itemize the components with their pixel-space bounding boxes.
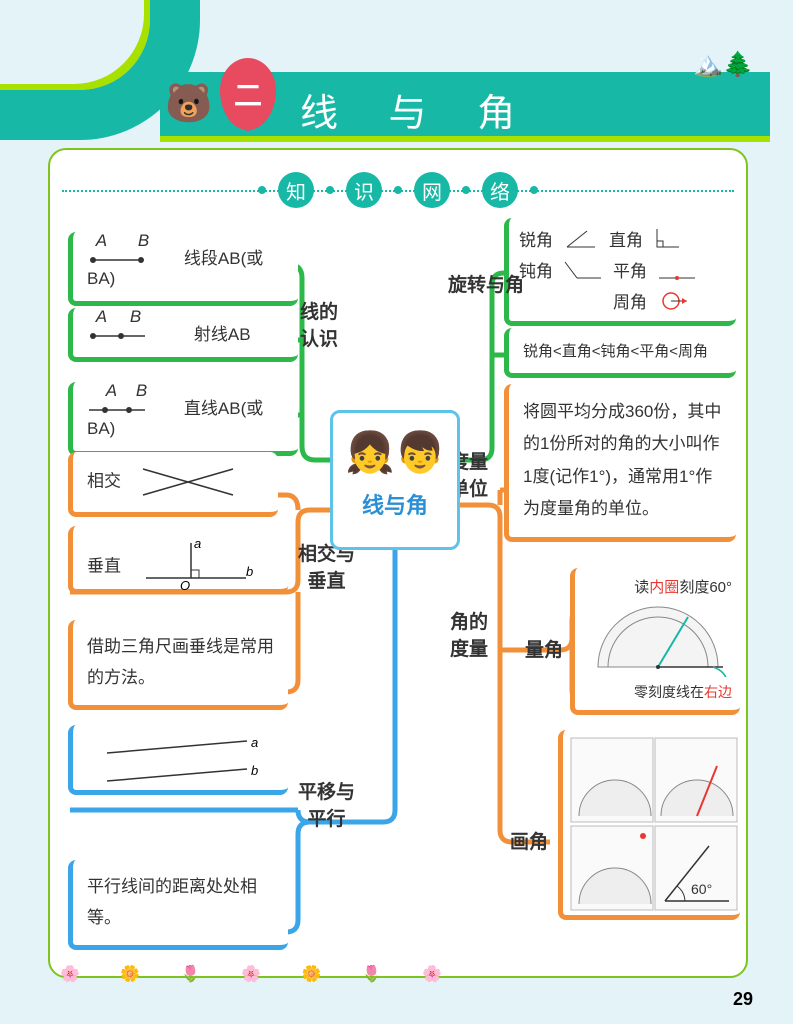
box-ray: A B 射线AB <box>68 308 298 362</box>
svg-text:a: a <box>251 737 258 750</box>
branch-draw: 画角 <box>510 830 548 857</box>
box-parallel-diagram: a b <box>68 725 288 795</box>
box-angle-types: 锐角 直角 钝角 平角 钝角 周角 <box>504 218 736 326</box>
main-content-frame: 知 识 网 络 👧👦 线与角 线的 认 <box>48 148 748 978</box>
bear-mascot: 🐻 <box>165 82 212 126</box>
ray-label: 射线AB <box>194 325 251 344</box>
box-intersect: 相交 <box>68 452 278 517</box>
center-label: 线与角 <box>333 488 457 520</box>
perp-label: 垂直 <box>87 557 121 576</box>
subtitle-char: 络 <box>482 172 518 208</box>
protractor-icon <box>583 597 733 677</box>
obtuse-label: 钝角 <box>519 257 553 282</box>
box-perp-note: 借助三角尺画垂线是常用的方法。 <box>68 620 288 710</box>
chapter-title: 线 与 角 <box>300 82 535 137</box>
box-parallel-note: 平行线间的距离处处相等。 <box>68 860 288 950</box>
svg-text:O: O <box>180 578 190 590</box>
straight-label: 平角 <box>613 257 647 282</box>
box-segment: A B 线段AB(或BA) <box>68 232 298 306</box>
svg-text:60°: 60° <box>691 881 712 897</box>
box-degree-unit: 将圆平均分成360份，其中的1份所对的角的大小叫作1度(记作1°)，通常用1°作… <box>504 384 736 542</box>
mountain-decoration: 🏔️🌲 <box>693 50 753 79</box>
svg-text:a: a <box>194 538 201 551</box>
box-draw-angle: 60° <box>558 730 740 920</box>
center-topic: 👧👦 线与角 <box>330 410 460 550</box>
page-number: 29 <box>733 989 753 1010</box>
kids-illustration: 👧👦 <box>333 429 457 476</box>
branch-rotate: 旋转与角 <box>448 273 524 300</box>
branch-lines: 线的 认识 <box>300 300 338 353</box>
svg-text:b: b <box>251 763 258 778</box>
knowledge-network-title: 知 识 网 络 <box>258 172 538 208</box>
box-angle-compare: 锐角<直角<钝角<平角<周角 <box>504 328 736 378</box>
full-angle-label: 周角 <box>613 288 647 313</box>
subtitle-char: 知 <box>278 172 314 208</box>
box-perpendicular: 垂直 a b O <box>68 526 288 594</box>
subtitle-char: 识 <box>346 172 382 208</box>
branch-measure: 角的 度量 <box>450 610 488 663</box>
intersect-label: 相交 <box>87 471 121 490</box>
right-angle-label: 直角 <box>609 226 643 251</box>
branch-protractor: 量角 <box>525 638 563 665</box>
acute-label: 锐角 <box>519 226 553 251</box>
box-protractor-read: 读内圈刻度60° 零刻度线在右边 <box>570 568 740 715</box>
subtitle-char: 网 <box>414 172 450 208</box>
box-line: A B 直线AB(或BA) <box>68 382 298 456</box>
branch-parallel: 平移与 平行 <box>298 780 355 833</box>
svg-text:b: b <box>246 564 253 579</box>
